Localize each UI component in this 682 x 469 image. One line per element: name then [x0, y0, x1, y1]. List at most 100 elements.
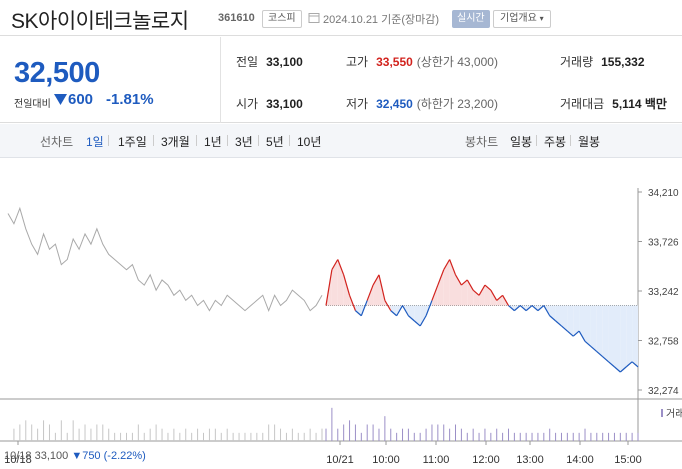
price-line-up [348, 295, 356, 311]
down-arrow-icon [54, 94, 67, 105]
change-label: 전일대비 [14, 99, 51, 110]
area-down-fill [608, 305, 615, 367]
open-price: 시가 33,100 [236, 95, 303, 112]
volume-label: 거래량 [560, 55, 594, 69]
x-tick-label: 10/18 [4, 454, 32, 466]
price-line-down [566, 330, 574, 337]
trade-amount: 거래대금 5,114 백만 [560, 95, 667, 112]
price-line-down [555, 320, 562, 327]
company-overview-button[interactable]: 기업개요 ▾ [493, 10, 551, 28]
x-tick-label: 14:00 [566, 454, 594, 466]
price-line-down [413, 320, 421, 327]
tab-monthly[interactable]: 월봉 [578, 135, 601, 149]
price-line-up [331, 259, 339, 271]
footer-change: ▼750 [71, 450, 101, 462]
area-up-fill [443, 259, 450, 306]
price-line-down [561, 325, 568, 332]
stock-header: SK아이이테크놀로지 361610 코스피 2024.10.21 기준(장마감)… [0, 0, 682, 36]
tab-weekly[interactable]: 주봉 [544, 135, 567, 149]
price-line-up [372, 274, 380, 286]
divider [220, 37, 221, 123]
area-down-fill [420, 305, 427, 326]
price-line-down [531, 305, 539, 312]
price-line-down [584, 340, 592, 347]
area-down-fill [620, 305, 627, 372]
price-chart[interactable]: 34,210 33,726 33,242 32,758 32,274 거래 10/18 10/… [0, 158, 682, 469]
area-down-fill [549, 305, 556, 321]
low-value: 32,450 [376, 97, 413, 111]
price-line-up [461, 279, 468, 286]
clock-icon [308, 13, 320, 23]
tab-5y[interactable]: 5년 [266, 135, 284, 149]
area-up-fill [484, 285, 491, 306]
area-down-fill [390, 305, 397, 316]
low-price: 저가 32,450 (하한가 23,200) [346, 95, 498, 112]
open-value: 33,100 [266, 97, 303, 111]
stock-code: 361610 [218, 12, 255, 24]
x-tick-label: 13:00 [516, 454, 544, 466]
low-label: 저가 [346, 97, 369, 111]
current-price: 32,500 [14, 57, 100, 89]
company-overview-label: 기업개요 [500, 13, 537, 24]
price-line-down [619, 366, 627, 373]
area-up-fill [343, 274, 350, 306]
x-tick-label: 11:00 [423, 454, 450, 466]
price-line-up [490, 289, 498, 301]
area-down-fill [567, 305, 574, 337]
tab-1y[interactable]: 1년 [204, 135, 222, 149]
footer-close: 33,100 [34, 450, 69, 462]
area-down-fill [590, 305, 597, 352]
tab-3y[interactable]: 3년 [235, 135, 253, 149]
price-line-down [425, 300, 433, 316]
price-line-up [502, 294, 510, 306]
footer-pct: (-2.22%) [103, 450, 146, 462]
price-line-down [408, 315, 415, 322]
area-up-fill [467, 279, 474, 306]
quote-panel: 32,500 전일대비 600 -1.81% 전일 33,100 시가 33,100… [0, 37, 682, 123]
lower-limit: (하한가 23,200) [416, 97, 498, 111]
divider [227, 135, 228, 146]
area-down-fill [573, 305, 580, 337]
area-up-fill [331, 259, 338, 306]
price-line-down [543, 305, 551, 317]
price-line-down [596, 351, 604, 358]
x-tick-label: 12:00 [472, 454, 500, 466]
price-line-up [449, 259, 457, 276]
prev-close-value: 33,100 [266, 55, 303, 69]
tab-1d[interactable]: 1일 [86, 135, 104, 149]
y-tick-label: 33,242 [648, 287, 679, 298]
volume-legend-label: 거래 [666, 408, 682, 420]
tab-3m[interactable]: 3개월 [161, 135, 190, 149]
stock-name: SK아이이테크놀로지 [11, 10, 189, 33]
price-line-down [608, 361, 615, 368]
candle-chart-label: 봉차트 [465, 135, 499, 149]
price-line-up [466, 279, 474, 291]
area-up-fill [496, 295, 503, 306]
price-line-down [537, 305, 545, 312]
y-tick-label: 33,726 [648, 238, 679, 249]
tab-daily[interactable]: 일봉 [510, 135, 533, 149]
realtime-button[interactable]: 실시간 [452, 10, 490, 28]
trade-amount-value: 5,114 백만 [612, 97, 667, 111]
price-line-down [590, 345, 598, 352]
tab-10y[interactable]: 10년 [297, 135, 322, 149]
trade-amount-label: 거래대금 [560, 97, 605, 111]
volume-legend-swatch [661, 409, 663, 417]
divider [108, 135, 109, 146]
divider [153, 135, 154, 146]
price-line-up [325, 269, 333, 306]
y-tick-label: 32,274 [648, 386, 679, 397]
high-value: 33,550 [376, 55, 413, 69]
area-down-fill [614, 305, 621, 372]
tab-1w[interactable]: 1주일 [118, 135, 147, 149]
upper-limit: (상한가 43,000) [416, 55, 498, 69]
divider [570, 135, 571, 146]
x-tick-label: 15:00 [614, 454, 642, 466]
y-tick-label: 34,210 [648, 188, 679, 199]
price-line-up [366, 284, 374, 301]
price-line-down [396, 305, 404, 317]
price-line-down [578, 330, 586, 342]
price-line-up [454, 274, 462, 286]
price-line-down [525, 305, 533, 312]
